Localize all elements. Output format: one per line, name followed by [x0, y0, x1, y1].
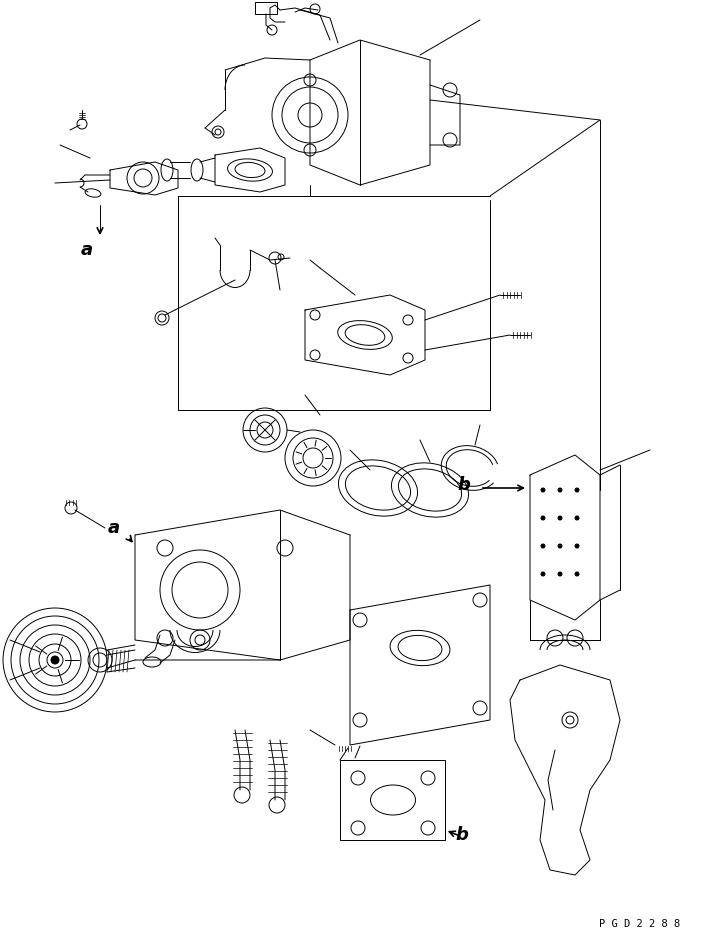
- Text: P G D 2 2 8 8: P G D 2 2 8 8: [599, 918, 680, 929]
- Circle shape: [541, 544, 545, 548]
- Bar: [340, 760, 445, 840]
- Circle shape: [541, 488, 545, 492]
- Circle shape: [558, 572, 562, 576]
- Circle shape: [558, 516, 562, 520]
- Circle shape: [558, 544, 562, 548]
- Text: b: b: [455, 826, 468, 844]
- Circle shape: [575, 572, 579, 576]
- Circle shape: [51, 656, 59, 664]
- Circle shape: [575, 488, 579, 492]
- Circle shape: [575, 544, 579, 548]
- Circle shape: [558, 488, 562, 492]
- Text: b: b: [457, 476, 470, 494]
- Text: a: a: [81, 241, 93, 259]
- Circle shape: [575, 516, 579, 520]
- Bar: [255, 2, 277, 14]
- Circle shape: [541, 516, 545, 520]
- Circle shape: [541, 572, 545, 576]
- Text: a: a: [108, 519, 120, 537]
